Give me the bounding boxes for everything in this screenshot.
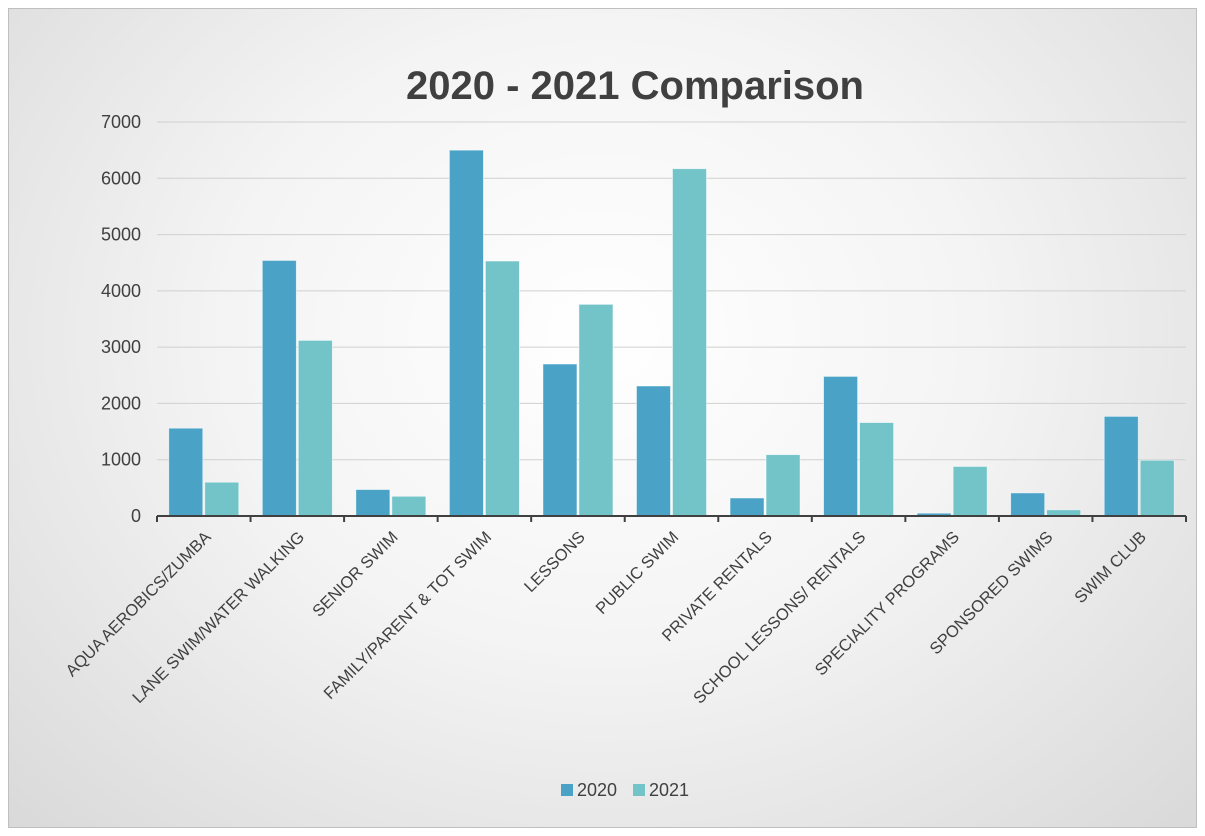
category-label: PUBLIC SWIM — [592, 528, 682, 618]
chart-area: 2020 - 2021 Comparison 0 1000 2000 3000 4000… — [8, 8, 1197, 828]
bar-2021-6 — [765, 454, 801, 517]
bar-2021-7 — [859, 422, 894, 517]
bar-2020-0 — [168, 427, 204, 517]
bar-2021-8 — [952, 466, 988, 517]
bar-2020-10 — [1103, 415, 1139, 517]
bar-2021-1 — [297, 339, 333, 517]
bars — [168, 149, 1175, 517]
category-label: SWIM CLUB — [1071, 528, 1150, 607]
y-tick-label: 4000 — [101, 281, 141, 301]
bar-2021-0 — [204, 481, 240, 517]
bar-2021-5 — [672, 168, 707, 517]
bar-2020-1 — [261, 260, 297, 517]
x-axis — [156, 515, 1187, 522]
legend: 2020 2021 — [561, 780, 689, 800]
bar-2020-7 — [823, 376, 858, 517]
y-tick-label: 2000 — [101, 393, 141, 413]
bar-2021-4 — [578, 303, 614, 517]
category-label: LESSONS — [521, 528, 589, 596]
y-tick-label: 0 — [131, 506, 141, 526]
bar-2020-2 — [355, 489, 391, 517]
y-axis-ticks: 0 1000 2000 3000 4000 5000 6000 7000 — [101, 112, 141, 526]
category-label: SENIOR SWIM — [309, 528, 401, 620]
bar-2020-4 — [542, 363, 578, 517]
legend-label: 2020 — [577, 780, 617, 800]
category-label: FAMILY/PARENT & TOT SWIM — [320, 528, 495, 703]
y-tick-label: 7000 — [101, 112, 141, 132]
bar-2021-3 — [485, 260, 520, 517]
bar-2020-3 — [449, 149, 484, 517]
y-tick-label: 5000 — [101, 225, 141, 245]
legend-label: 2021 — [649, 780, 689, 800]
legend-swatch-2021 — [633, 784, 645, 796]
legend-swatch-2020 — [561, 784, 573, 796]
bar-2020-6 — [729, 497, 765, 517]
y-tick-label: 6000 — [101, 168, 141, 188]
category-label: SCHOOL LESSONS/ RENTALS — [690, 528, 869, 707]
bar-2021-10 — [1139, 459, 1175, 517]
bar-chart: 2020 - 2021 Comparison 0 1000 2000 3000 4000… — [62, 64, 1187, 800]
category-label: AQUA AEROBICS/ZUMBA — [62, 528, 214, 680]
y-tick-label: 1000 — [101, 450, 141, 470]
bar-2021-2 — [391, 495, 427, 517]
category-label: LANE SWIM/WATER WALKING — [129, 528, 308, 707]
chart-title: 2020 - 2021 Comparison — [406, 64, 864, 108]
bar-2020-5 — [636, 385, 671, 517]
y-tick-label: 3000 — [101, 337, 141, 357]
bar-2020-9 — [1010, 492, 1046, 517]
